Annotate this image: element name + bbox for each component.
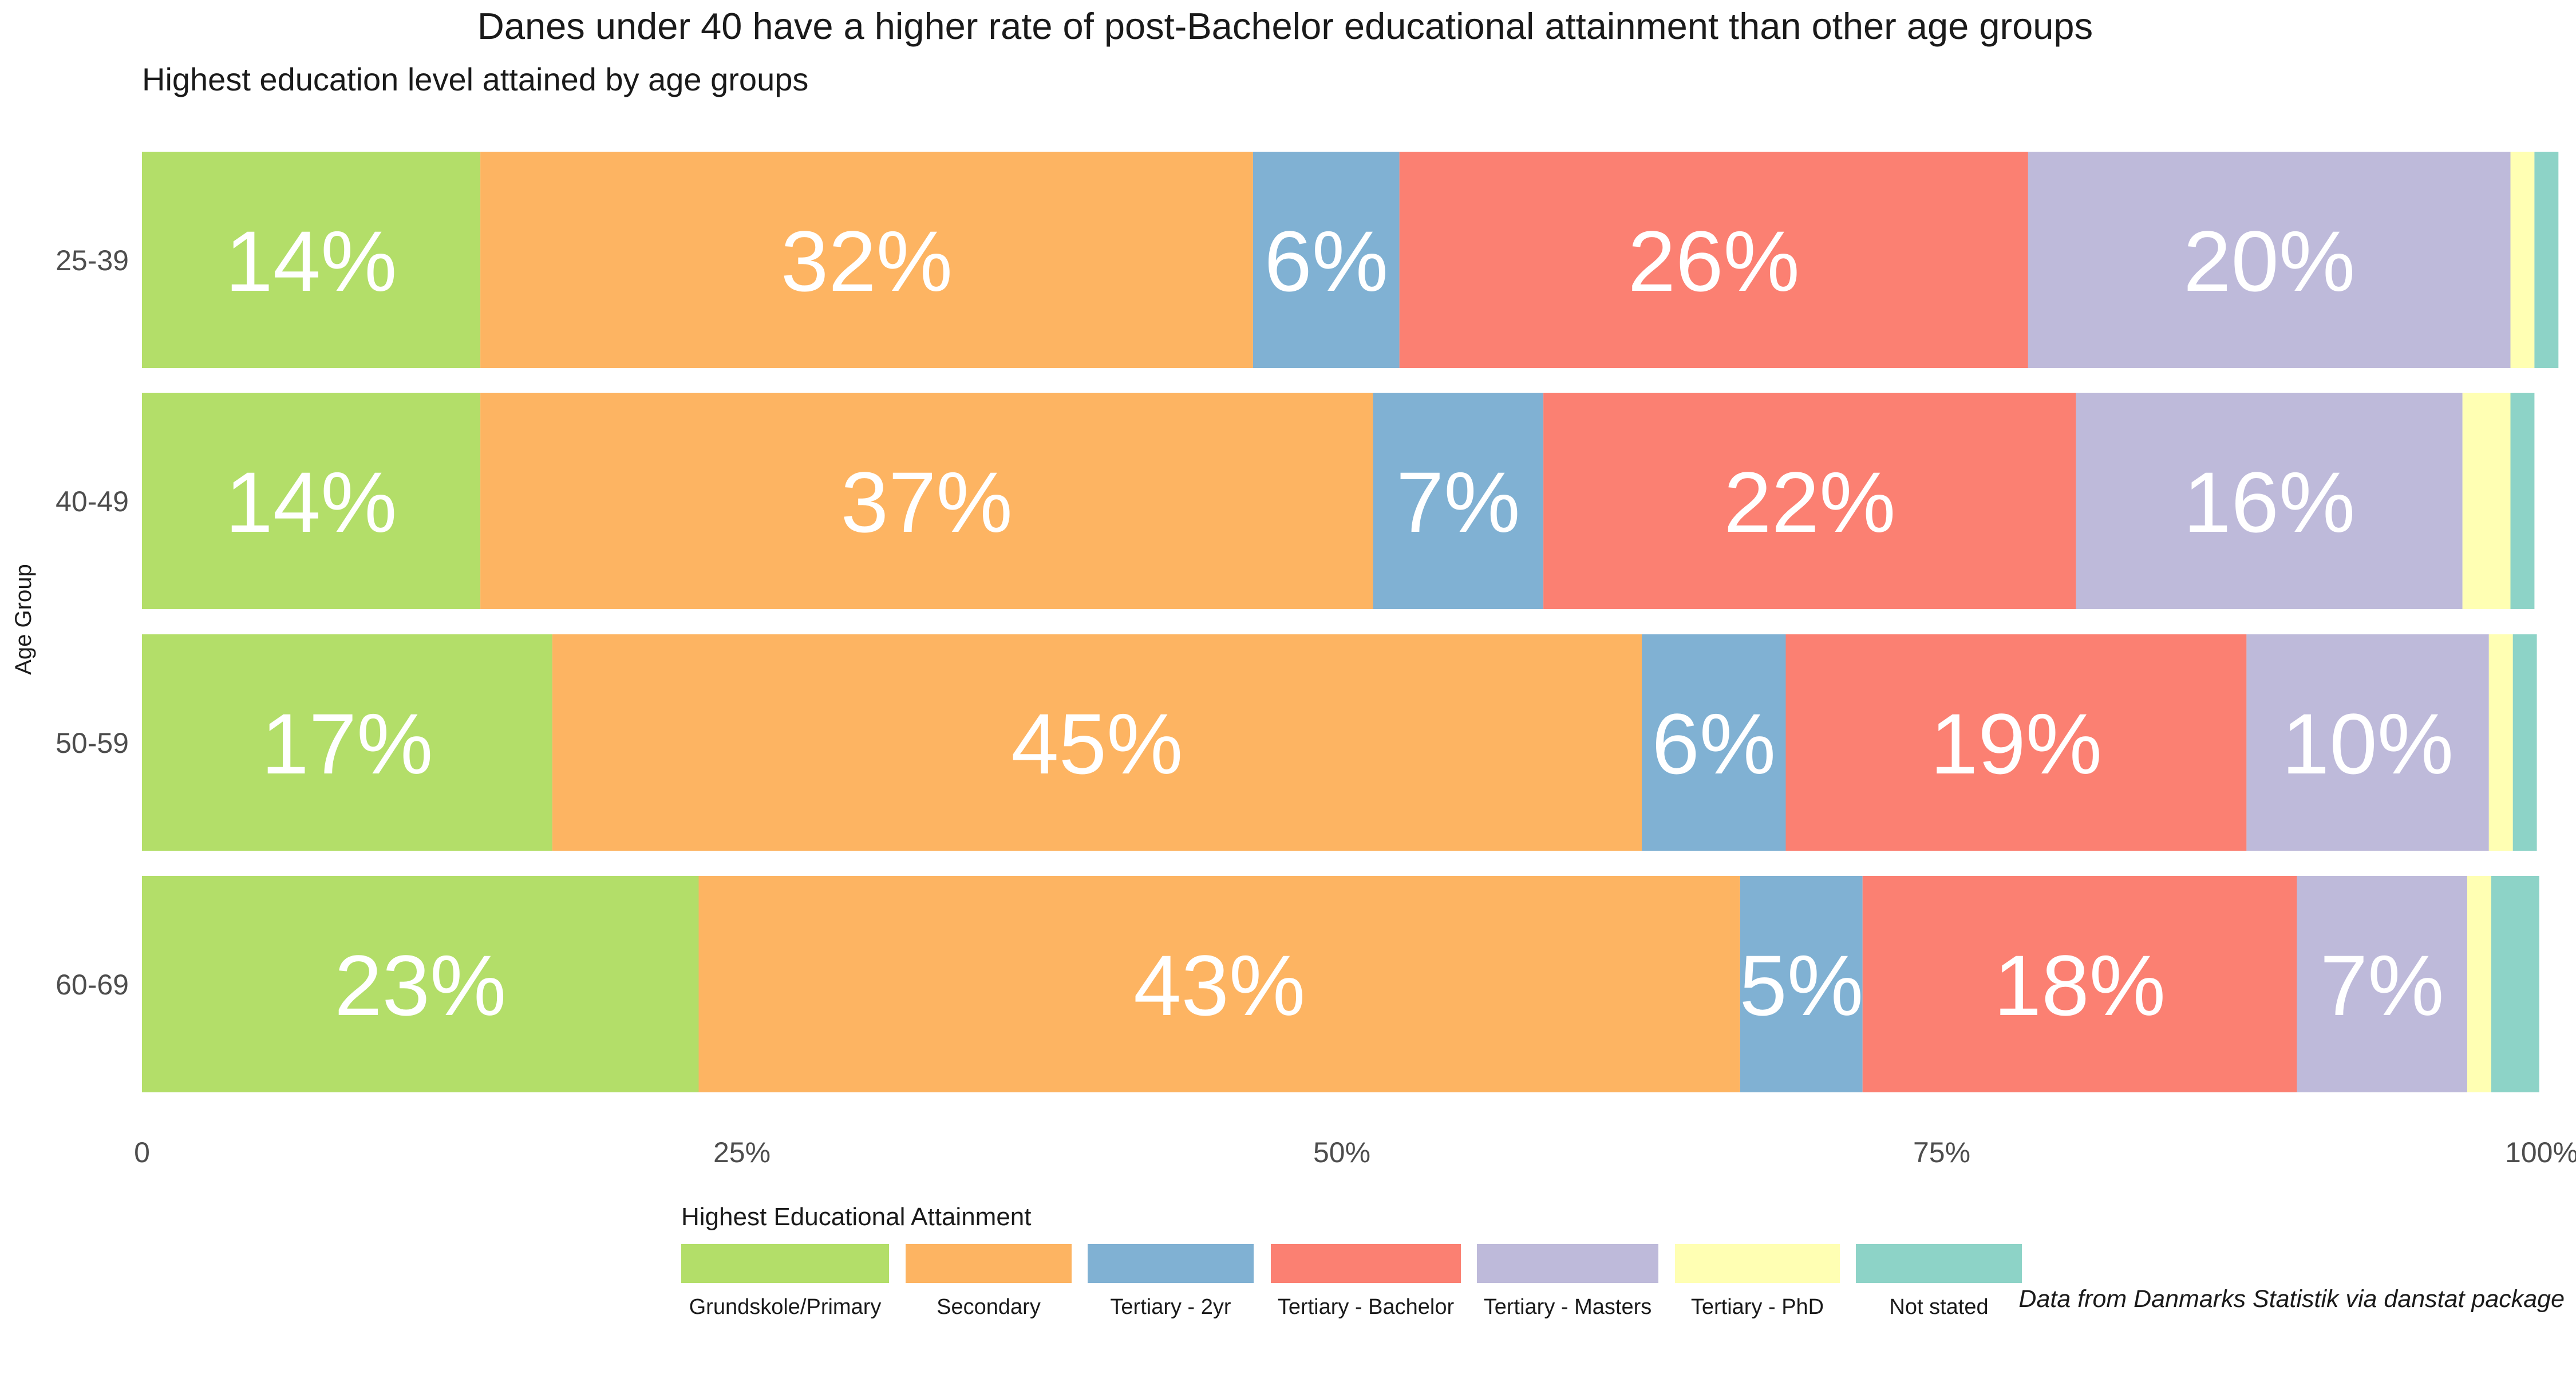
bar-segment <box>1253 152 1400 368</box>
bar-segment <box>1543 393 2076 609</box>
bar-segment <box>2488 634 2513 851</box>
bar-segment <box>2467 876 2491 1092</box>
legend-label: Tertiary - PhD <box>1691 1295 1824 1319</box>
bar-data-label: 18% <box>1994 937 2166 1033</box>
legend-label: Tertiary - Bachelor <box>1278 1295 1455 1319</box>
legend-label: Tertiary - Masters <box>1484 1295 1652 1319</box>
bar-segment <box>142 152 481 368</box>
legend-label: Grundskole/Primary <box>689 1295 882 1319</box>
bar-data-label: 7% <box>2320 937 2444 1033</box>
bar-data-label: 26% <box>1628 213 1800 309</box>
bar-segment <box>1399 152 2028 368</box>
x-tick-label: 25% <box>713 1136 771 1168</box>
legend-key <box>1856 1244 2022 1283</box>
legend-label: Secondary <box>937 1295 1041 1319</box>
bar-data-label: 32% <box>781 213 953 309</box>
bar-data-label: 23% <box>334 937 506 1033</box>
x-tick-label: 75% <box>1913 1136 1970 1168</box>
caption: Data from Danmarks Statistik via danstat… <box>2018 1285 2565 1313</box>
bar-data-label: 37% <box>841 454 1013 550</box>
plot-area: 14% 32% 6% 26% 20% 25-39 14% 37% 7% 22% 16% 40-49 17… <box>56 152 2576 1168</box>
bar-data-label: 45% <box>1011 696 1183 792</box>
bar-segment <box>480 393 1373 609</box>
y-tick-label: 25-39 <box>56 244 129 277</box>
bar-segment <box>1373 393 1544 609</box>
bar-segment <box>142 876 699 1092</box>
bar-segment <box>2510 152 2535 368</box>
bar-segment <box>2076 393 2463 609</box>
bar-segment <box>2028 152 2511 368</box>
bar-segment <box>2510 393 2535 609</box>
bar-segment <box>1642 634 1786 851</box>
y-axis-title: Age Group <box>11 564 36 674</box>
bar-segment <box>142 634 552 851</box>
legend-key <box>1271 1244 1461 1283</box>
x-tick-label: 100% <box>2505 1136 2576 1168</box>
bar-data-label: 16% <box>2183 454 2355 550</box>
bar-data-label: 6% <box>1652 696 1776 792</box>
bar-segment <box>1740 876 1863 1092</box>
chart-title: Danes under 40 have a higher rate of pos… <box>477 5 2093 47</box>
legend-title: Highest Educational Attainment <box>681 1203 1032 1231</box>
bar-segment <box>2462 393 2511 609</box>
bar-data-label: 17% <box>261 696 433 792</box>
bar-segment <box>2246 634 2489 851</box>
legend-key <box>1675 1244 1840 1283</box>
legend-label: Not stated <box>1889 1295 1988 1319</box>
bar-data-label: 19% <box>1930 696 2102 792</box>
legend-key <box>906 1244 1072 1283</box>
bar-data-label: 7% <box>1396 454 1520 550</box>
y-tick-label: 50-59 <box>56 727 129 759</box>
bar-data-label: 22% <box>1724 454 1895 550</box>
legend: Grundskole/Primary Secondary Tertiary - 2y… <box>681 1244 2022 1319</box>
legend-key <box>681 1244 889 1283</box>
legend-key <box>1477 1244 1658 1283</box>
bar-segment <box>698 876 1740 1092</box>
bar-data-label: 14% <box>225 213 397 309</box>
x-tick-label: 0 <box>134 1136 150 1168</box>
bar-segment <box>2297 876 2467 1092</box>
bar-data-label: 10% <box>2282 696 2453 792</box>
bar-segment <box>480 152 1253 368</box>
bar-segment <box>142 393 481 609</box>
bar-data-label: 5% <box>1739 937 1863 1033</box>
x-tick-label: 50% <box>1313 1136 1370 1168</box>
legend-key <box>1088 1244 1254 1283</box>
bar-data-label: 43% <box>1133 937 1305 1033</box>
bar-segment <box>1862 876 2297 1092</box>
bar-data-label: 14% <box>225 454 397 550</box>
chart-subtitle: Highest education level attained by age … <box>142 61 808 97</box>
bar-segment <box>2512 634 2537 851</box>
bar-segment <box>2534 152 2559 368</box>
bar-segment <box>1785 634 2247 851</box>
bar-data-label: 20% <box>2183 213 2355 309</box>
bar-data-label: 6% <box>1264 213 1388 309</box>
bar-segment <box>552 634 1642 851</box>
y-tick-label: 60-69 <box>56 969 129 1001</box>
y-tick-label: 40-49 <box>56 485 129 518</box>
bar-segment <box>2491 876 2539 1092</box>
legend-label: Tertiary - 2yr <box>1110 1295 1231 1319</box>
